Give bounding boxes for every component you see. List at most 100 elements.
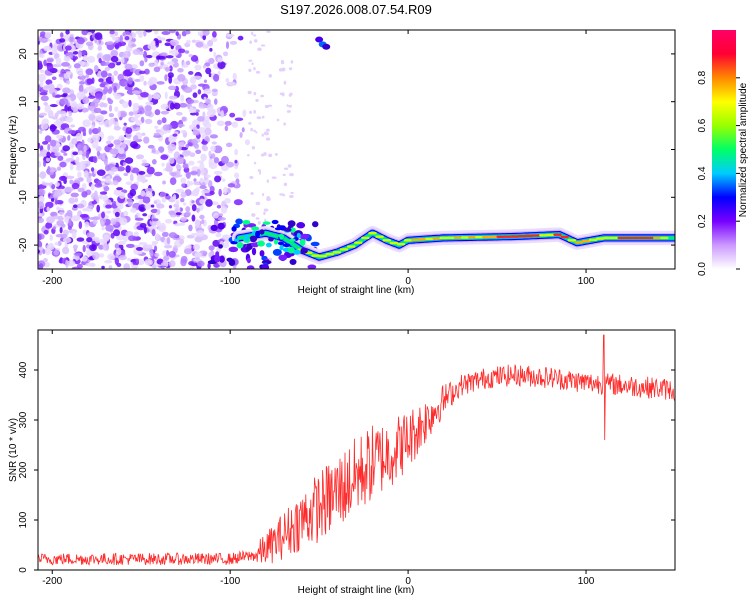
spectrogram-noise-blob bbox=[253, 161, 257, 165]
spectrogram-ridge-clump bbox=[289, 227, 296, 233]
spectrogram-noise-blob bbox=[141, 162, 150, 167]
spectrogram-noise-blob bbox=[260, 44, 266, 47]
spectrogram-noise-blob bbox=[59, 161, 67, 168]
spectrogram-noise-blob bbox=[288, 104, 293, 108]
spectrogram-noise-blob bbox=[177, 74, 186, 82]
spectrogram-noise-blob bbox=[85, 74, 90, 78]
spectrogram-noise-blob bbox=[46, 243, 55, 251]
spectrogram-noise-blob bbox=[258, 221, 261, 225]
spectrogram-noise-blob bbox=[196, 207, 200, 213]
spectrogram-noise-blob bbox=[268, 153, 273, 158]
spectrogram-noise-blob bbox=[38, 160, 42, 168]
spectrogram-noise-blob bbox=[189, 106, 194, 111]
spectrogram-noise-blob bbox=[176, 156, 185, 165]
spectrogram-noise-blob bbox=[114, 211, 120, 218]
spectrogram-noise-blob bbox=[144, 118, 153, 125]
spectrogram-noise-blob bbox=[135, 127, 141, 131]
spectrogram-noise-blob bbox=[186, 98, 195, 104]
spectrogram-noise-blob bbox=[188, 181, 194, 186]
spectrogram-noise-blob bbox=[107, 170, 115, 176]
spectrogram-noise-blob bbox=[272, 248, 282, 256]
spectrogram-noise-blob bbox=[38, 217, 45, 224]
spectrogram-noise-blob bbox=[87, 205, 94, 209]
spectrogram-noise-blob bbox=[144, 109, 152, 117]
spectrogram-noise-blob bbox=[202, 34, 207, 41]
spectrogram-noise-blob bbox=[84, 221, 90, 228]
spectrogram-ridge-clump bbox=[249, 235, 258, 243]
spectrogram-noise-blob bbox=[209, 134, 219, 139]
spectrogram-ridge-clump bbox=[262, 221, 271, 225]
spectrogram-noise-blob bbox=[246, 223, 257, 228]
spectrogram-noise-blob bbox=[184, 50, 190, 54]
spectrogram-noise-blob bbox=[208, 158, 214, 167]
spectrogram-noise-blob bbox=[168, 30, 176, 34]
spectrogram-noise-blob bbox=[191, 204, 197, 212]
spectrogram-noise-blob bbox=[108, 104, 113, 112]
spectrogram-noise-blob bbox=[77, 51, 83, 58]
spectrogram-noise-blob bbox=[237, 35, 244, 41]
spectrogram-noise-blob bbox=[140, 190, 146, 197]
spectrogram-noise-blob bbox=[153, 171, 163, 177]
spectrogram-noise-blob bbox=[123, 172, 129, 177]
spectrogram-noise-blob bbox=[45, 79, 53, 85]
x-tick-label: 100 bbox=[578, 276, 595, 287]
spectrogram-noise-blob bbox=[202, 30, 210, 37]
spectrogram-noise-blob bbox=[66, 157, 75, 162]
spectrogram-noise-blob bbox=[113, 229, 121, 237]
spectrogram-noise-blob bbox=[279, 193, 285, 196]
spectrogram-noise-blob bbox=[141, 159, 147, 164]
spectrogram-noise-blob bbox=[123, 210, 129, 217]
spectrogram-noise-blob bbox=[92, 156, 98, 164]
spectrogram-noise-blob bbox=[187, 244, 192, 250]
spectrogram-noise-blob bbox=[50, 197, 55, 202]
spectrogram-noise-blob bbox=[127, 198, 133, 207]
spectrogram-noise-blob bbox=[116, 166, 125, 172]
spectrogram-noise-blob bbox=[81, 190, 88, 198]
spectrogram-noise-blob bbox=[91, 134, 101, 142]
spectrogram-noise-blob bbox=[39, 69, 45, 73]
spectrogram-noise-blob bbox=[188, 160, 195, 166]
spectrogram-noise-blob bbox=[39, 130, 43, 134]
spectrogram-noise-blob bbox=[161, 231, 169, 238]
spectrogram-noise-blob bbox=[102, 243, 109, 251]
spectrogram-noise-blob bbox=[202, 145, 209, 152]
spectrogram-noise-blob bbox=[133, 231, 139, 237]
spectrogram-noise-blob bbox=[177, 48, 186, 54]
spectrogram-noise-blob bbox=[165, 218, 172, 224]
spectrogram-noise-blob bbox=[46, 206, 50, 212]
spectrogram-noise-blob bbox=[163, 255, 170, 261]
spectrogram-noise-blob bbox=[56, 134, 64, 139]
spectrogram-noise-blob bbox=[142, 213, 148, 217]
spectrogram-noise-blob bbox=[114, 42, 120, 50]
spectrogram-noise-blob bbox=[79, 160, 88, 165]
spectrogram-noise-blob bbox=[168, 136, 177, 143]
spectrogram-noise-blob bbox=[130, 64, 138, 69]
spectrogram-noise-blob bbox=[78, 221, 83, 230]
spectrogram-noise-blob bbox=[224, 125, 229, 132]
spectrogram-noise-blob bbox=[247, 90, 252, 95]
spectrogram-noise-blob bbox=[196, 168, 201, 177]
spectrogram-noise-blob bbox=[42, 248, 46, 255]
spectrogram-noise-blob bbox=[69, 179, 74, 185]
spectrogram-noise-blob bbox=[124, 63, 133, 70]
spectrogram-noise-blob bbox=[146, 54, 153, 59]
spectrogram-noise-blob bbox=[185, 60, 191, 66]
spectrogram-y-ticks: -20 -10 0 10 20 bbox=[18, 48, 675, 252]
spectrogram-noise-blob bbox=[140, 175, 146, 184]
spectrogram-noise-blob bbox=[209, 190, 215, 195]
spectrogram-noise-blob bbox=[43, 258, 48, 263]
spectrogram-noise-blob bbox=[180, 258, 187, 267]
spectrogram-noise-blob bbox=[86, 78, 94, 85]
spectrogram-noise-blob bbox=[223, 186, 228, 195]
spectrogram-noise-blob bbox=[55, 57, 62, 66]
spectrogram-noise-blob bbox=[260, 94, 265, 98]
spectrogram-noise-blob bbox=[168, 260, 176, 268]
spectrogram-noise-blob bbox=[49, 234, 53, 242]
spectrogram-noise-blob bbox=[127, 257, 132, 262]
spectrogram-noise-blob bbox=[104, 259, 113, 264]
spectrogram-noise-blob bbox=[183, 86, 193, 93]
spectrogram-noise-blob bbox=[210, 153, 216, 159]
colorbar-label: Normalized spectral amplitude bbox=[738, 82, 749, 217]
spectrogram-noise-blob bbox=[87, 31, 93, 36]
spectrogram-ridge-clump bbox=[242, 219, 251, 225]
